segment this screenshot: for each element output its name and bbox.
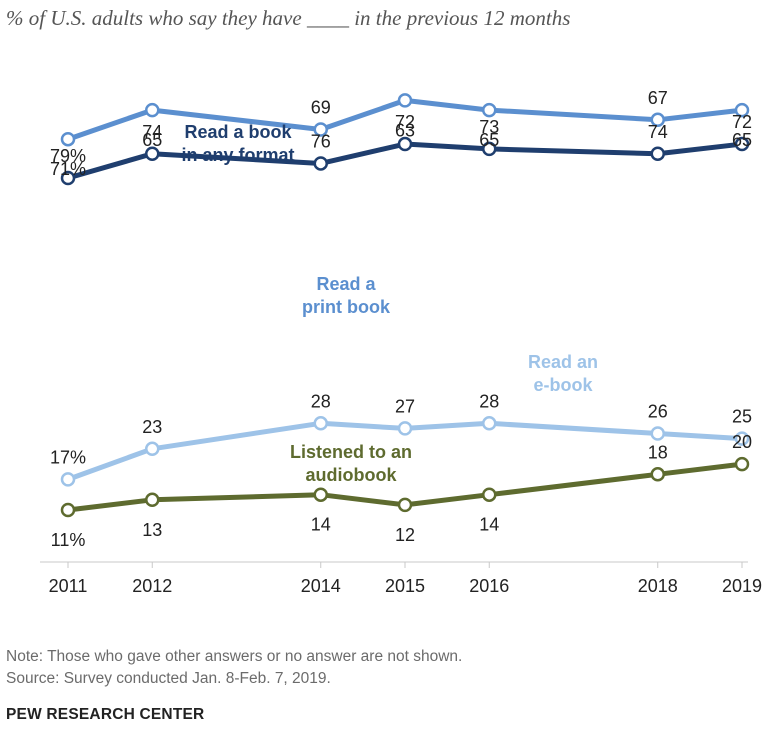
series-name-label: Read a book in any format bbox=[181, 122, 294, 165]
data-point bbox=[734, 102, 750, 118]
data-label: 69 bbox=[311, 98, 331, 118]
data-point bbox=[60, 472, 76, 487]
data-point bbox=[397, 421, 413, 436]
data-point bbox=[313, 156, 328, 171]
data-label: 65 bbox=[142, 130, 162, 150]
data-point bbox=[145, 102, 160, 118]
x-tick-label: 2015 bbox=[385, 576, 425, 596]
data-label: 74 bbox=[142, 122, 162, 142]
data-label: 28 bbox=[479, 391, 499, 411]
data-point bbox=[60, 170, 76, 186]
series-name-label: Listened to an audiobook bbox=[290, 442, 412, 485]
x-tick-label: 2012 bbox=[132, 576, 172, 596]
data-label: 17% bbox=[50, 447, 86, 467]
data-label: 23 bbox=[142, 417, 162, 437]
x-tick-label: 2019 bbox=[722, 576, 762, 596]
data-point bbox=[650, 146, 665, 161]
data-point bbox=[60, 502, 76, 518]
note-text: Note: Those who gave other answers or no… bbox=[6, 648, 463, 665]
data-label: 63 bbox=[395, 120, 415, 140]
chart-subtitle: % of U.S. adults who say they have ____ … bbox=[6, 6, 571, 30]
x-tick-label: 2016 bbox=[469, 576, 509, 596]
data-label: 12 bbox=[395, 525, 415, 545]
data-point bbox=[482, 487, 497, 502]
data-label: 13 bbox=[142, 520, 162, 540]
data-label: 65 bbox=[732, 130, 752, 150]
data-point bbox=[145, 492, 160, 508]
data-point bbox=[734, 431, 750, 446]
data-point bbox=[60, 131, 76, 147]
data-label: 76 bbox=[311, 131, 331, 151]
data-label: 71% bbox=[50, 159, 86, 179]
data-label: 74 bbox=[648, 122, 668, 142]
data-point bbox=[482, 102, 497, 118]
data-point bbox=[734, 136, 750, 152]
data-label: 73 bbox=[479, 117, 499, 137]
series-lines bbox=[60, 93, 750, 518]
data-point bbox=[650, 467, 665, 482]
data-label: 25 bbox=[732, 407, 752, 427]
x-axis: 2011 2012 2014 2015 2016 2018 2019 bbox=[40, 561, 762, 596]
data-point bbox=[397, 136, 413, 152]
data-label: 65 bbox=[479, 130, 499, 150]
series-name-label: Read a print book bbox=[302, 274, 391, 317]
data-label: 20 bbox=[732, 432, 752, 452]
data-label: 67 bbox=[648, 88, 668, 108]
data-label: 26 bbox=[648, 402, 668, 422]
data-point bbox=[397, 497, 413, 513]
data-point bbox=[145, 441, 160, 457]
source-text: Source: Survey conducted Jan. 8-Feb. 7, … bbox=[6, 670, 331, 687]
data-label: 14 bbox=[479, 515, 499, 535]
data-label: 72 bbox=[395, 112, 415, 132]
data-label: 18 bbox=[648, 442, 668, 462]
data-point bbox=[313, 122, 328, 137]
data-label: 28 bbox=[311, 391, 331, 411]
data-point bbox=[482, 141, 497, 157]
data-label: 27 bbox=[395, 396, 415, 416]
chart-labels: 79% 74 76 72 73 74 72 71% 65 69 63 65 67 65 17% 23 28 27 2… bbox=[50, 88, 752, 550]
series-name-label: Read an e-book bbox=[528, 352, 598, 395]
data-label: 79% bbox=[50, 146, 86, 166]
data-point bbox=[145, 146, 160, 161]
data-point bbox=[650, 112, 665, 128]
x-tick-label: 2011 bbox=[49, 576, 88, 596]
x-tick-label: 2014 bbox=[301, 576, 341, 596]
brand-logo-text: PEW RESEARCH CENTER bbox=[6, 706, 205, 723]
x-tick-label: 2018 bbox=[638, 576, 678, 596]
data-point bbox=[482, 416, 497, 431]
data-label: 11% bbox=[51, 530, 86, 550]
data-point bbox=[734, 456, 750, 472]
data-point bbox=[313, 416, 328, 431]
data-point bbox=[650, 426, 665, 441]
data-label: 14 bbox=[311, 515, 331, 535]
data-label: 72 bbox=[732, 112, 752, 132]
data-point bbox=[397, 93, 413, 108]
data-point bbox=[313, 487, 328, 502]
